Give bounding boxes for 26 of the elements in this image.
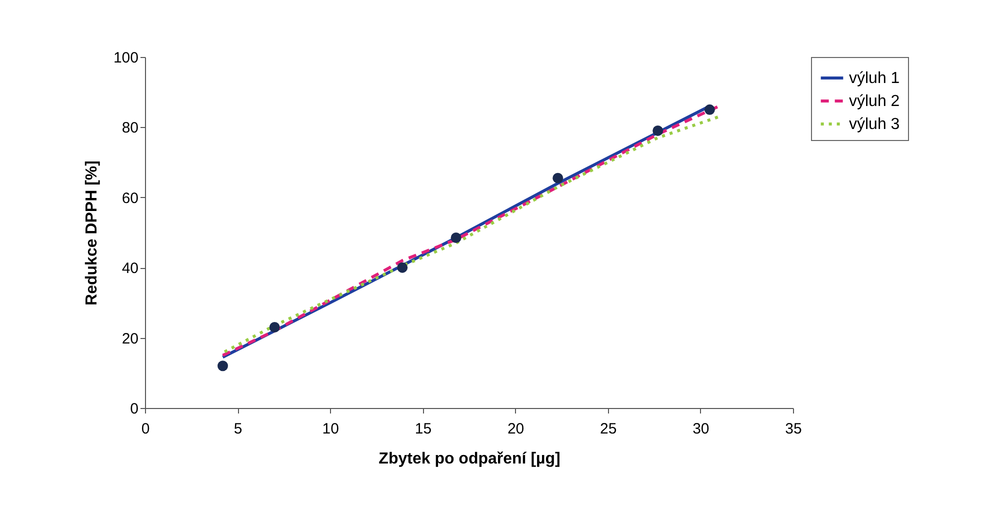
point [704, 104, 715, 115]
y-tick-label: 80 [122, 120, 138, 137]
legend-label: výluh 3 [849, 116, 900, 133]
x-tick-label: 25 [600, 420, 617, 438]
point [450, 232, 462, 243]
y-tick-label: 0 [130, 400, 138, 418]
x-tick-label: 0 [141, 420, 150, 438]
y-axis-title: Redukce DPPH [%] [83, 160, 100, 306]
legend-label: výluh 2 [849, 93, 900, 110]
point [218, 360, 228, 372]
point [397, 262, 408, 273]
point [269, 322, 280, 333]
x-tick-label: 15 [414, 420, 432, 438]
x-tick-label: 10 [322, 420, 339, 438]
y-tick-label: 20 [122, 330, 138, 348]
x-tick-label: 35 [785, 420, 802, 438]
x-tick-label: 20 [507, 420, 524, 438]
legend-label: výluh 1 [849, 70, 900, 87]
x-axis-title: Zbytek po odpaření [µg] [378, 450, 560, 468]
y-tick-label: 40 [122, 260, 138, 278]
point [652, 125, 664, 136]
x-tick-label: 5 [234, 420, 242, 438]
x-tick-label: 30 [692, 420, 710, 438]
y-tick-label: 100 [113, 50, 138, 66]
y-tick-label: 60 [122, 190, 138, 207]
point [552, 172, 564, 184]
